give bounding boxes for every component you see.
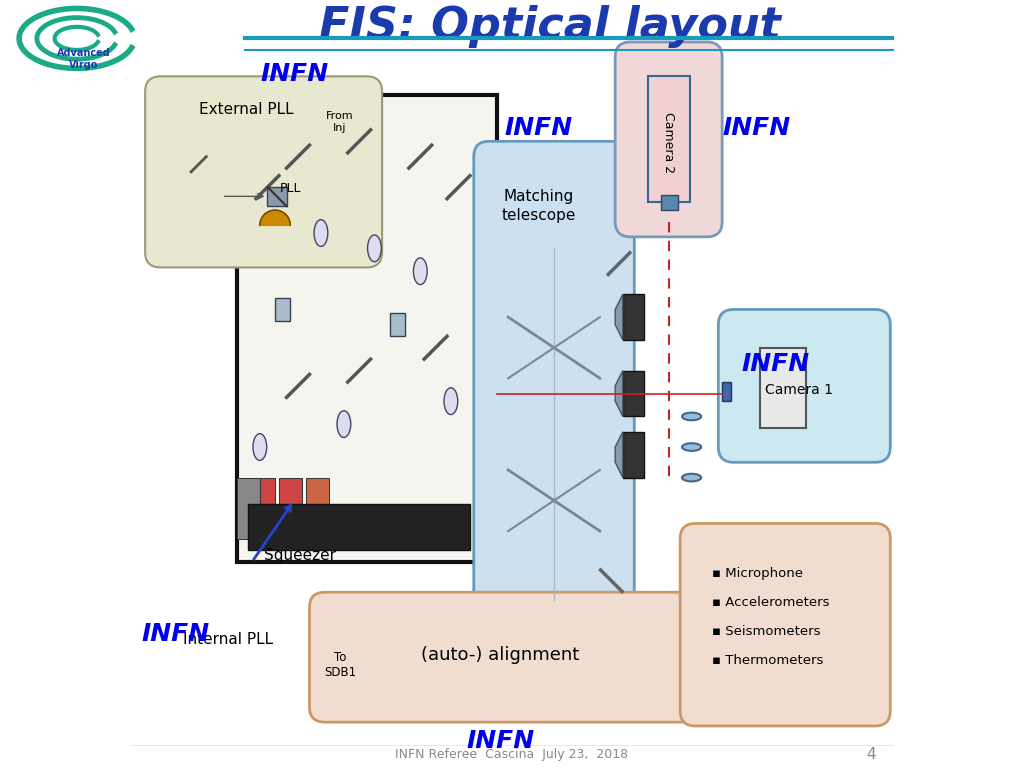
FancyBboxPatch shape: [237, 95, 497, 561]
FancyBboxPatch shape: [309, 592, 695, 722]
Text: ▪ Microphone: ▪ Microphone: [713, 567, 803, 580]
Text: INFN: INFN: [723, 115, 791, 140]
Ellipse shape: [682, 412, 701, 420]
Bar: [623, 371, 644, 416]
Text: INFN: INFN: [741, 353, 810, 376]
Ellipse shape: [337, 411, 351, 438]
Text: ▪ Thermometers: ▪ Thermometers: [713, 654, 823, 667]
Bar: [275, 298, 291, 321]
Text: 4: 4: [866, 746, 876, 762]
Text: Camera 2: Camera 2: [663, 112, 675, 174]
Text: Internal PLL: Internal PLL: [183, 632, 273, 647]
Bar: [662, 195, 678, 210]
Text: INFN Referee  Cascina  July 23,  2018: INFN Referee Cascina July 23, 2018: [395, 748, 629, 761]
Bar: [252, 478, 275, 538]
Polygon shape: [260, 210, 291, 225]
Polygon shape: [615, 371, 623, 416]
Bar: [237, 478, 260, 538]
Ellipse shape: [682, 474, 701, 482]
Bar: [267, 187, 287, 207]
Ellipse shape: [414, 258, 427, 285]
Text: INFN: INFN: [141, 622, 210, 646]
Text: ▪ Accelerometers: ▪ Accelerometers: [713, 596, 829, 609]
Bar: [249, 505, 470, 550]
Text: INFN: INFN: [467, 730, 535, 753]
Bar: [761, 348, 806, 428]
FancyBboxPatch shape: [719, 310, 890, 462]
FancyBboxPatch shape: [145, 76, 382, 267]
FancyBboxPatch shape: [680, 524, 890, 726]
Text: Matching
telescope: Matching telescope: [502, 190, 575, 223]
Bar: [305, 478, 329, 538]
Text: INFN: INFN: [260, 62, 329, 86]
Ellipse shape: [444, 388, 458, 415]
Text: To
SDB1: To SDB1: [324, 650, 356, 679]
Bar: [390, 313, 406, 336]
Text: Camera 1: Camera 1: [765, 382, 833, 397]
Ellipse shape: [682, 443, 701, 451]
Bar: [722, 382, 731, 401]
Ellipse shape: [253, 434, 266, 460]
Text: (auto-) alignment: (auto-) alignment: [422, 646, 580, 664]
Bar: [279, 478, 302, 538]
Ellipse shape: [368, 235, 381, 262]
Bar: [623, 432, 644, 478]
Text: ▪ Seismometers: ▪ Seismometers: [713, 624, 820, 637]
Text: Advanced
Virgo: Advanced Virgo: [56, 48, 111, 70]
Text: INFN: INFN: [505, 115, 572, 140]
Text: From
Inj: From Inj: [327, 111, 354, 134]
Text: PLL: PLL: [280, 182, 301, 195]
Text: Squeezer: Squeezer: [263, 548, 336, 563]
Text: External PLL: External PLL: [199, 101, 293, 117]
Polygon shape: [615, 432, 623, 478]
FancyBboxPatch shape: [615, 42, 722, 237]
Bar: [623, 294, 644, 340]
Polygon shape: [615, 294, 623, 340]
Bar: [648, 76, 690, 203]
Ellipse shape: [314, 220, 328, 247]
FancyBboxPatch shape: [241, 99, 493, 558]
FancyBboxPatch shape: [474, 141, 634, 646]
Text: FIS: Optical layout: FIS: Optical layout: [319, 5, 781, 48]
